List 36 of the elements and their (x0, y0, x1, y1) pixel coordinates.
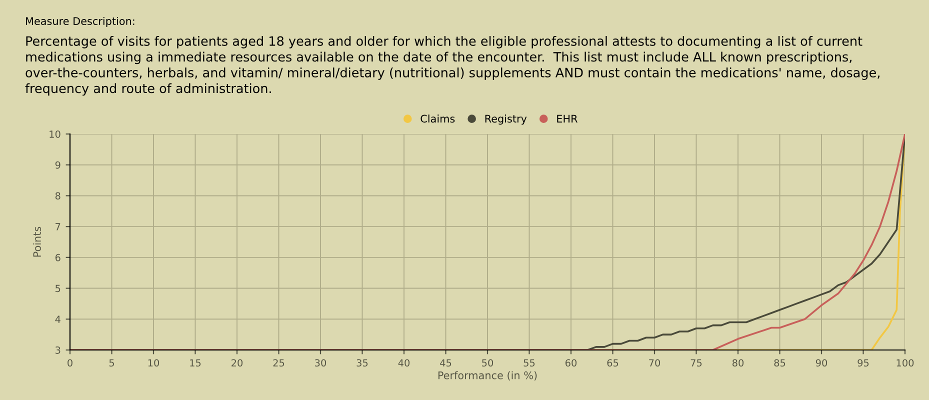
x-tick-label: 10 (148, 359, 160, 367)
x-tick-label: 30 (315, 359, 326, 367)
y-tick-label: 4 (55, 316, 60, 323)
x-tick-label: 75 (690, 359, 702, 367)
chart-title: Measure Description: (26, 16, 134, 28)
x-tick-label: 0 (68, 359, 72, 367)
x-tick-label: 35 (356, 359, 368, 367)
y-tick-label: 9 (55, 161, 60, 169)
y-tick-label: 8 (55, 192, 60, 200)
x-tick-label: 55 (524, 359, 535, 367)
x-tick-label: 5 (109, 359, 114, 367)
x-tick-label: 85 (774, 359, 786, 367)
x-tick-label: 90 (816, 359, 828, 367)
x-tick-label: 45 (440, 359, 452, 367)
y-tick-label: 3 (56, 346, 60, 354)
x-tick-label: 40 (398, 359, 410, 367)
x-tick-label: 20 (232, 359, 243, 367)
y-tick-label: 6 (55, 254, 60, 262)
legend-label: Registry (485, 114, 527, 125)
x-tick-label: 15 (190, 359, 201, 367)
y-axis-title: Points (32, 226, 42, 257)
x-tick-label: 65 (607, 359, 618, 367)
x-tick-label: 95 (858, 359, 869, 367)
y-tick-label: 5 (56, 284, 60, 292)
y-tick-label: 7 (56, 223, 60, 230)
x-tick-label: 100 (896, 359, 914, 367)
x-axis-title: Performance (in %) (438, 371, 537, 381)
legend-label: EHR (557, 114, 578, 122)
x-tick-label: 80 (732, 359, 744, 367)
x-tick-label: 70 (649, 359, 660, 367)
legend-label: Claims (420, 114, 455, 123)
y-tick-label: 10 (50, 130, 60, 138)
x-tick-label: 25 (273, 359, 284, 367)
x-tick-label: 50 (482, 359, 494, 367)
chart-subtitle: Percentage of visits for patients aged 18 years and older for which the eligible professional attests to documenting a list of current medications using a immediate resources available on the date of the encounter. This list must include ALL known prescriptions, over-the-counters, herbals, and vitamin/ mineral/dietary (nutritional) supplements AND must contain the medications' name, dosage, frequency and route of administration. (25, 36, 880, 96)
x-tick-label: 60 (565, 359, 577, 367)
